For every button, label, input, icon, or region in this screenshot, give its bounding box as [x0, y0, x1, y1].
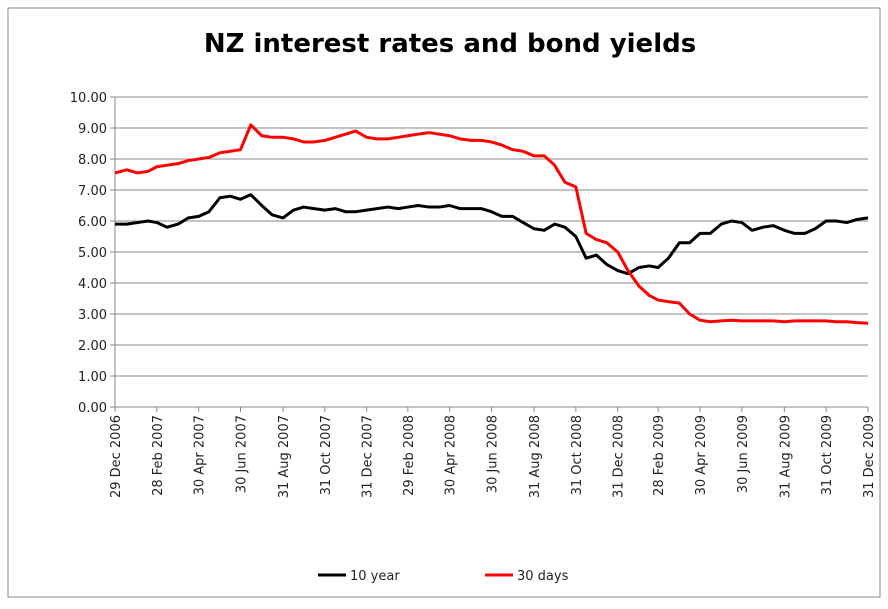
y-tick-label: 7.00	[78, 184, 107, 199]
y-tick-label: 2.00	[78, 339, 107, 354]
y-tick-label: 9.00	[78, 122, 107, 137]
y-tick-label: 8.00	[78, 153, 107, 168]
x-tick-label: 31 Dec 2008	[612, 415, 627, 498]
x-tick-label: 31 Dec 2009	[862, 415, 877, 498]
y-tick-label: 0.00	[78, 401, 107, 416]
y-tick-label: 1.00	[78, 370, 107, 385]
x-tick-label: 30 Jun 2007	[235, 415, 250, 493]
legend-label: 10 year	[350, 569, 400, 584]
chart-border	[7, 7, 881, 598]
x-tick-label: 31 Oct 2007	[319, 415, 334, 495]
y-tick-label: 4.00	[78, 277, 107, 292]
x-tick-label: 31 Aug 2007	[277, 415, 292, 498]
y-tick-label: 10.00	[70, 91, 107, 106]
chart-title: NZ interest rates and bond yields	[204, 29, 696, 59]
x-tick-label: 30 Apr 2007	[193, 415, 208, 495]
x-tick-label: 30 Apr 2008	[444, 415, 459, 495]
x-tick-label: 31 Oct 2009	[820, 415, 835, 495]
x-tick-label: 31 Oct 2008	[570, 415, 585, 495]
y-tick-label: 5.00	[78, 246, 107, 261]
x-tick-label: 31 Aug 2008	[528, 415, 543, 498]
x-tick-label: 28 Feb 2009	[652, 415, 667, 496]
series-line	[114, 123, 869, 325]
x-tick-label: 31 Aug 2009	[778, 415, 793, 498]
x-tick-label: 30 Apr 2009	[694, 415, 709, 495]
x-tick-label: 29 Dec 2006	[109, 415, 124, 498]
x-tick-label: 30 Jun 2009	[736, 415, 751, 493]
series-line	[115, 193, 869, 276]
x-tick-label: 28 Feb 2007	[151, 415, 166, 496]
x-tick-label: 30 Jun 2008	[486, 415, 501, 493]
legend-label: 30 days	[517, 569, 569, 584]
x-tick-label: 31 Dec 2007	[361, 415, 376, 498]
y-tick-label: 3.00	[78, 308, 107, 323]
y-tick-label: 6.00	[78, 215, 107, 230]
x-tick-label: 29 Feb 2008	[402, 415, 417, 496]
